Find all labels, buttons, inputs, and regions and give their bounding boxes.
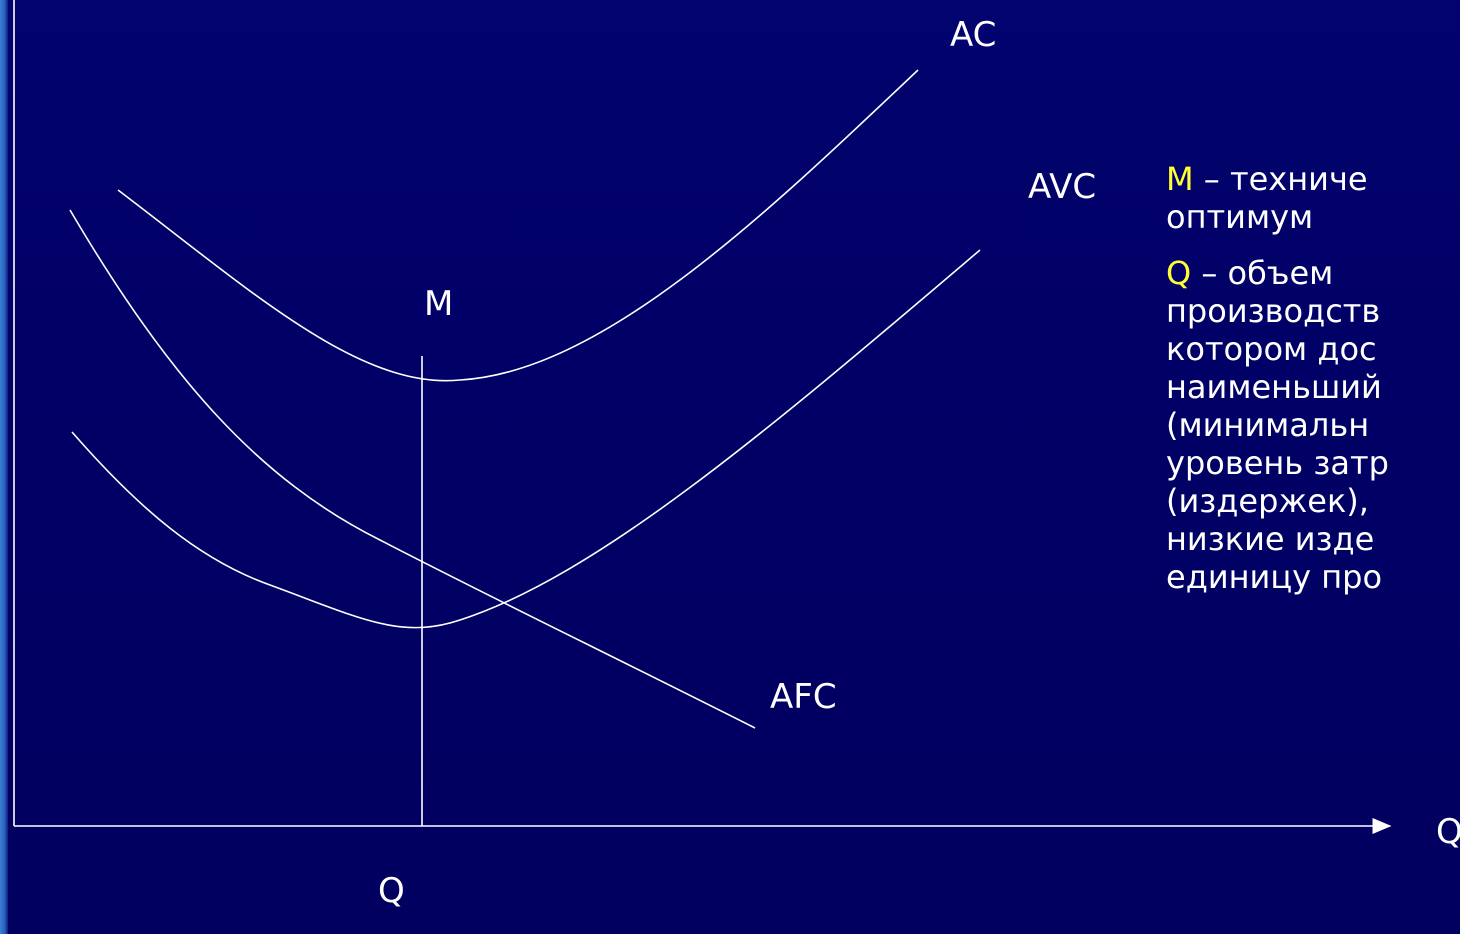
afc-label: AFC (770, 677, 837, 717)
m-point-label: M (424, 284, 454, 324)
legend-q-text-line: наименьший (1166, 368, 1382, 406)
ac-curve (117, 69, 919, 382)
avc-curve (71, 249, 981, 629)
legend-m-item: M – техниче оптимум (1166, 160, 1460, 236)
legend-q-text-line: производств (1166, 292, 1381, 330)
legend-q-text-line: уровень затр (1166, 444, 1389, 482)
q-marker-label: Q (378, 871, 405, 911)
q-axis-end-label: Q (1436, 812, 1460, 852)
afc-curve (69, 209, 756, 729)
legend-q-text-line: котором дос (1166, 330, 1377, 368)
legend-m-text-line2: оптимум (1166, 198, 1314, 236)
legend-m-symbol: M (1166, 160, 1194, 198)
legend-notes: M – техниче оптимум Q – объем производст… (1166, 160, 1460, 614)
legend-q-item: Q – объем производств котором дос наимен… (1166, 254, 1460, 596)
avc-label: AVC (1028, 167, 1097, 207)
legend-q-text-line: (издержек), (1166, 482, 1369, 520)
legend-q-symbol: Q (1166, 254, 1192, 292)
legend-q-text-line: единицу про (1166, 558, 1383, 596)
ac-label: AC (950, 15, 997, 55)
left-accent-band (0, 0, 8, 934)
legend-m-text-line1: – техниче (1193, 160, 1368, 198)
legend-q-text-line1: – объем (1191, 254, 1334, 292)
legend-q-text-line: (минимальн (1166, 406, 1370, 444)
legend-q-text-line: низкие изде (1166, 520, 1375, 558)
